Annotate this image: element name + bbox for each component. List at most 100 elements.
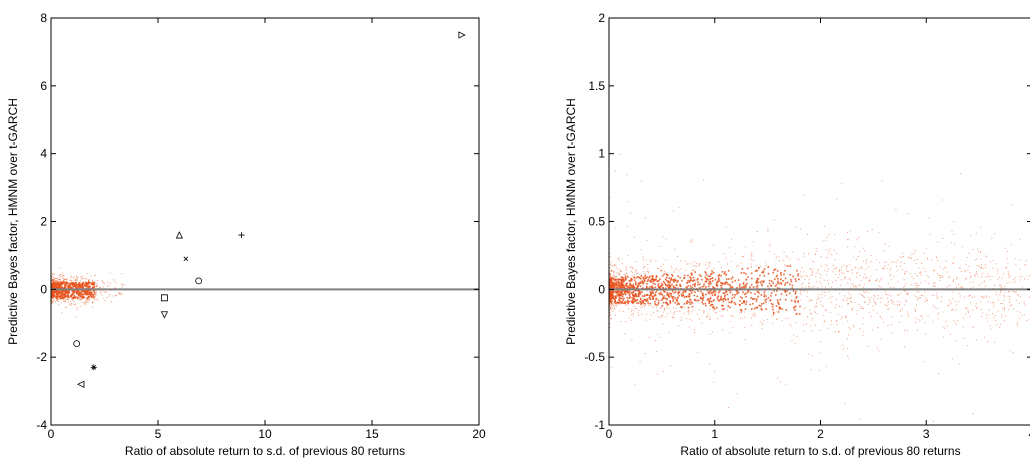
data-point xyxy=(1025,260,1027,262)
data-point xyxy=(621,283,623,285)
data-point xyxy=(887,268,889,269)
data-point xyxy=(637,282,640,284)
data-point xyxy=(675,299,678,302)
data-point xyxy=(864,296,866,298)
data-point xyxy=(705,272,707,274)
data-point xyxy=(674,302,677,304)
data-point xyxy=(993,303,995,305)
data-point xyxy=(618,286,621,288)
data-point xyxy=(964,270,966,271)
data-point xyxy=(83,296,85,299)
data-point xyxy=(660,269,662,271)
data-point xyxy=(63,293,66,295)
data-point xyxy=(690,279,692,281)
data-point xyxy=(918,297,920,298)
data-point xyxy=(763,295,765,298)
data-point xyxy=(59,281,61,282)
data-point xyxy=(769,244,771,246)
data-point xyxy=(763,275,766,277)
data-point xyxy=(92,280,93,282)
data-point xyxy=(612,265,614,267)
data-point xyxy=(767,231,769,232)
data-point xyxy=(641,280,643,282)
data-point xyxy=(698,264,700,266)
data-point xyxy=(1006,266,1008,268)
data-point xyxy=(1024,278,1026,280)
data-point xyxy=(639,293,642,295)
data-point xyxy=(661,293,663,296)
data-point xyxy=(1012,351,1014,353)
data-point xyxy=(924,322,926,324)
data-point xyxy=(917,298,919,300)
data-point xyxy=(913,260,915,261)
data-point xyxy=(51,277,53,279)
data-point xyxy=(915,263,917,265)
data-point xyxy=(743,272,745,274)
data-point xyxy=(631,271,633,273)
data-point xyxy=(893,276,894,278)
data-point xyxy=(728,289,730,292)
data-point xyxy=(694,331,696,333)
data-point xyxy=(118,293,120,295)
data-point xyxy=(939,266,941,268)
data-point xyxy=(622,299,625,302)
data-point xyxy=(786,256,788,258)
data-point xyxy=(633,301,635,303)
data-point xyxy=(697,290,699,292)
data-point xyxy=(817,270,819,272)
data-point xyxy=(916,259,918,260)
data-point xyxy=(625,285,628,287)
data-point xyxy=(870,260,872,262)
data-point xyxy=(789,283,791,286)
data-point xyxy=(839,273,840,275)
data-point xyxy=(927,300,928,301)
data-point xyxy=(791,340,793,342)
data-point xyxy=(920,297,922,299)
data-point xyxy=(673,270,675,272)
data-point xyxy=(830,324,832,326)
data-point xyxy=(631,296,633,299)
data-point xyxy=(612,304,614,306)
data-point xyxy=(909,273,911,275)
data-point xyxy=(847,239,849,241)
data-point xyxy=(1014,277,1016,279)
data-point xyxy=(90,298,92,300)
data-point xyxy=(613,298,615,300)
data-point xyxy=(845,317,847,319)
data-point xyxy=(831,254,833,256)
data-point xyxy=(1005,267,1007,269)
data-point xyxy=(115,287,117,289)
data-point xyxy=(703,283,705,286)
data-point xyxy=(981,312,983,314)
data-point xyxy=(686,300,688,303)
data-point xyxy=(943,311,945,313)
data-point xyxy=(939,275,941,277)
data-point xyxy=(613,276,615,278)
data-point xyxy=(960,173,962,174)
data-point xyxy=(772,322,774,324)
data-point xyxy=(626,286,629,289)
data-point xyxy=(681,279,683,282)
data-point xyxy=(1007,273,1009,275)
data-point xyxy=(722,305,724,307)
data-point xyxy=(1008,308,1010,310)
data-point xyxy=(795,226,797,228)
data-point xyxy=(1000,287,1002,289)
data-point xyxy=(59,275,61,276)
data-point xyxy=(779,307,782,310)
data-point xyxy=(77,297,79,299)
data-point xyxy=(821,297,823,299)
data-point xyxy=(859,418,860,420)
data-point xyxy=(890,324,892,326)
data-point xyxy=(705,274,708,276)
data-point xyxy=(107,285,108,287)
data-point xyxy=(795,291,797,293)
data-point xyxy=(64,279,66,280)
data-point xyxy=(712,286,714,288)
data-point xyxy=(715,283,718,286)
data-point xyxy=(967,309,969,310)
data-point xyxy=(682,290,685,293)
data-point xyxy=(761,328,763,330)
data-point xyxy=(782,259,784,261)
data-point xyxy=(718,278,720,281)
